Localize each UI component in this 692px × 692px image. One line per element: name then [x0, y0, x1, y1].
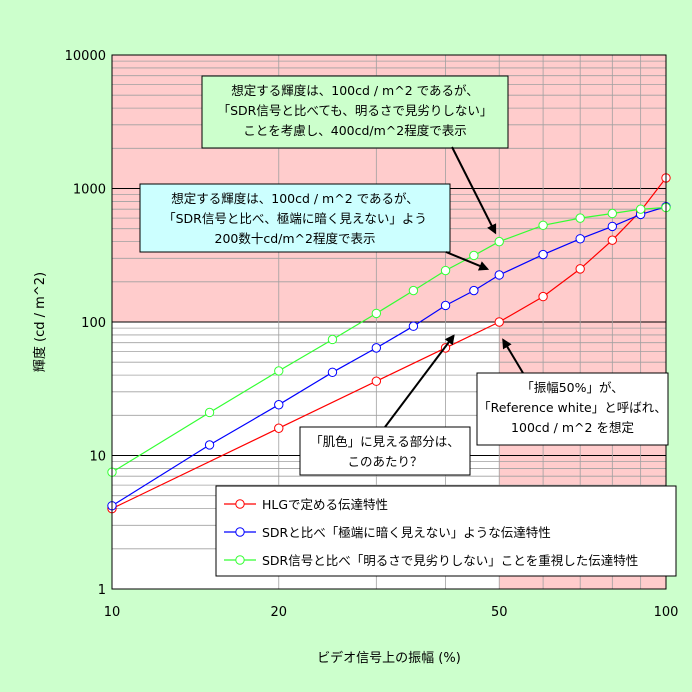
data-point: [494, 317, 504, 327]
arrow-amplitude: [502, 338, 524, 374]
callout-skin-line: このあたり？: [347, 454, 422, 469]
legend-label: SDR信号と比べ「明るさで見劣りしない」ことを重視した伝達特性: [262, 553, 638, 568]
data-point: [274, 366, 284, 376]
callout-dark-line: 想定する輝度は、100cd / m^2 であるが、: [171, 191, 419, 206]
legend-label: SDRと比べ「極端に暗く見えない」ような伝達特性: [262, 525, 551, 540]
data-point: [607, 235, 618, 245]
plot-border: [111, 54, 667, 590]
arrow-bright: [451, 146, 497, 235]
y-tick-label: 1000: [73, 183, 106, 198]
series-line: [111, 177, 667, 510]
data-point: [408, 285, 419, 296]
x-tick-label: 100: [654, 605, 679, 620]
legend-label: HLGで定める伝達特性: [262, 497, 388, 512]
data-point: [538, 291, 548, 302]
data-point: [538, 249, 548, 260]
axes: 1 10 100 1000 10000 10 20 50 100 ビデオ信号上の振幅 (%) 輝度 …: [32, 49, 678, 666]
series-line: [111, 206, 667, 473]
data-point: [635, 204, 646, 214]
data-point: [371, 343, 382, 353]
legend-swatch-marker: [235, 527, 245, 537]
series-line: [111, 206, 667, 507]
legend-swatch-marker: [235, 499, 245, 509]
data-point: [494, 236, 504, 247]
y-tick-label: 10000: [65, 49, 106, 64]
data-point: [575, 213, 585, 223]
callout-amplitude-line: 「振幅50%」が、: [521, 380, 624, 395]
callout-dark-line: 「SDR信号と比べ、極端に暗く見えない」よう: [163, 211, 427, 226]
callout-dark-line: 200数十cd/m^2程度で表示: [215, 231, 376, 246]
data-point: [440, 300, 451, 311]
data-point: [469, 250, 479, 261]
data-point: [371, 376, 382, 386]
arrow-dark: [445, 251, 490, 271]
data-point: [371, 308, 382, 319]
callout-amplitude-line: 「Reference white」と呼ばれ、: [478, 400, 667, 415]
data-point: [607, 221, 618, 232]
callout-bright-line: ことを考慮し、400cd/m^2程度で表示: [243, 123, 466, 138]
callout-dark-box: [139, 183, 451, 253]
arrow-skin: [384, 334, 455, 428]
legend: HLGで定める伝達特性 SDRと比べ「極端に暗く見えない」ような伝達特性 SDR信号…: [215, 485, 677, 577]
x-tick-label: 20: [270, 605, 287, 620]
callout-skin-box: [299, 426, 471, 476]
callout-bright-box: [201, 75, 509, 149]
data-point: [408, 321, 419, 331]
legend-swatch-marker: [235, 555, 245, 565]
y-tick-label: 100: [81, 316, 106, 331]
data-point: [274, 423, 284, 433]
y-axis-title: 輝度 (cd / m^2): [32, 272, 48, 372]
callout-amplitude-box: [476, 372, 669, 446]
data-point: [327, 367, 338, 377]
data-point: [204, 407, 215, 418]
callout-amplitude: 「振幅50%」が、「Reference white」と呼ばれ、 100cd / m…: [476, 372, 669, 446]
data-point: [327, 334, 338, 345]
data-point: [494, 270, 504, 280]
data-point: [575, 264, 585, 274]
data-point: [469, 285, 479, 296]
callout-bright-line: 想定する輝度は、100cd / m^2 であるが、: [231, 83, 479, 98]
x-axis-title: ビデオ信号上の振幅 (%): [317, 650, 461, 666]
data-point: [440, 265, 451, 276]
data-point: [607, 208, 618, 219]
x-tick-label: 10: [104, 605, 121, 620]
callout-bright: 想定する輝度は、100cd / m^2 であるが、「SDR信号と比べても、明るさ…: [201, 75, 509, 149]
x-tick-label: 50: [491, 605, 508, 620]
callouts: 想定する輝度は、100cd / m^2 であるが、「SDR信号と比べても、明るさ…: [139, 75, 669, 476]
y-tick-label: 10: [89, 450, 106, 465]
callout-skin: 「肌色」に見える部分は、このあたり？: [299, 426, 471, 476]
callout-skin-line: 「肌色」に見える部分は、: [310, 434, 460, 449]
callout-dark: 想定する輝度は、100cd / m^2 であるが、「SDR信号と比べ、極端に暗く…: [139, 183, 451, 253]
series-layer: [107, 173, 671, 514]
data-point: [575, 234, 585, 244]
y-tick-label: 1: [98, 583, 106, 598]
callout-bright-line: 「SDR信号と比べても、明るさで見劣りしない」: [218, 103, 493, 118]
callout-amplitude-line: 100cd / m^2 を想定: [511, 420, 634, 435]
data-point: [204, 440, 215, 450]
data-point: [538, 220, 548, 231]
legend-box: [215, 485, 677, 577]
data-point: [274, 400, 284, 410]
